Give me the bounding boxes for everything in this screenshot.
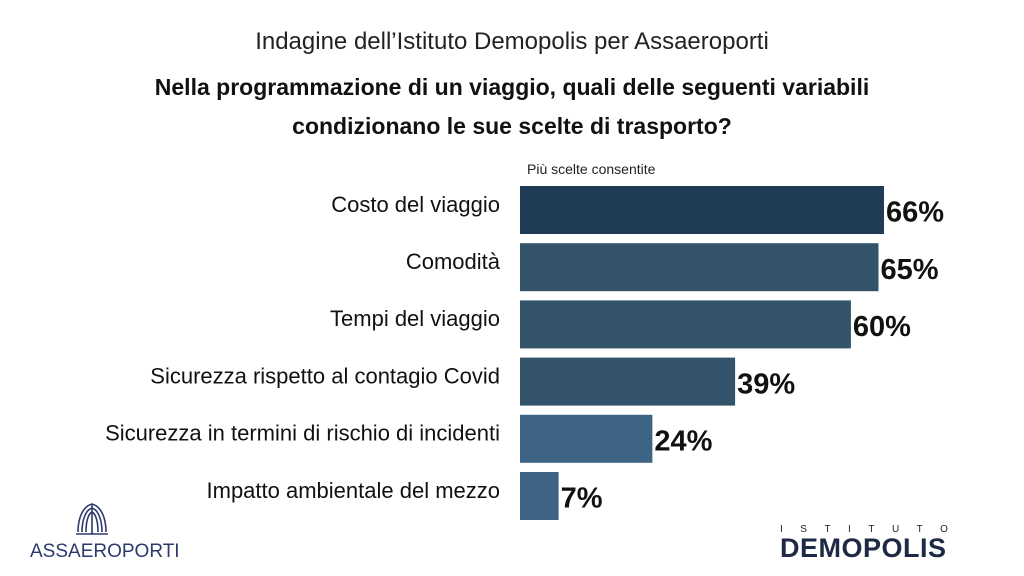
value-label-1: 65% (880, 254, 938, 286)
assaeroporti-emblem-icon (76, 503, 108, 535)
category-label-5: Impatto ambientale del mezzo (207, 478, 501, 503)
category-label-3: Sicurezza rispetto al contagio Covid (150, 363, 500, 388)
category-label-2: Tempi del viaggio (330, 306, 500, 331)
demopolis-logo: ISTITUTO DEMOPOLIS (780, 524, 1000, 564)
value-label-0: 66% (886, 197, 944, 229)
bar-0 (520, 186, 884, 234)
chart-note: Più scelte consentite (527, 161, 656, 177)
bar-3 (520, 357, 736, 406)
category-label-4: Sicurezza in termini di rischio di incid… (105, 421, 500, 446)
value-label-5: 7% (561, 483, 603, 515)
category-label-0: Costo del viaggio (331, 192, 500, 217)
chart-title: Nella programmazione di un viaggio, qual… (154, 74, 870, 139)
chart-supertitle: Indagine dell’Istituto Demopolis per Ass… (255, 28, 769, 55)
value-label-4: 24% (654, 425, 712, 457)
bar-5 (520, 472, 559, 520)
value-label-3: 39% (737, 368, 795, 400)
demopolis-wordmark: DEMOPOLIS (780, 533, 947, 563)
value-label-2: 60% (853, 311, 911, 343)
assaeroporti-logo: ASSAEROPORTI (30, 502, 180, 566)
bar-4 (520, 414, 653, 463)
assaeroporti-wordmark: ASSAEROPORTI (30, 541, 180, 562)
category-label-1: Comodità (406, 249, 501, 274)
bar-2 (520, 300, 851, 349)
demopolis-subtitle: ISTITUTO (780, 524, 966, 535)
bar-1 (520, 243, 879, 292)
